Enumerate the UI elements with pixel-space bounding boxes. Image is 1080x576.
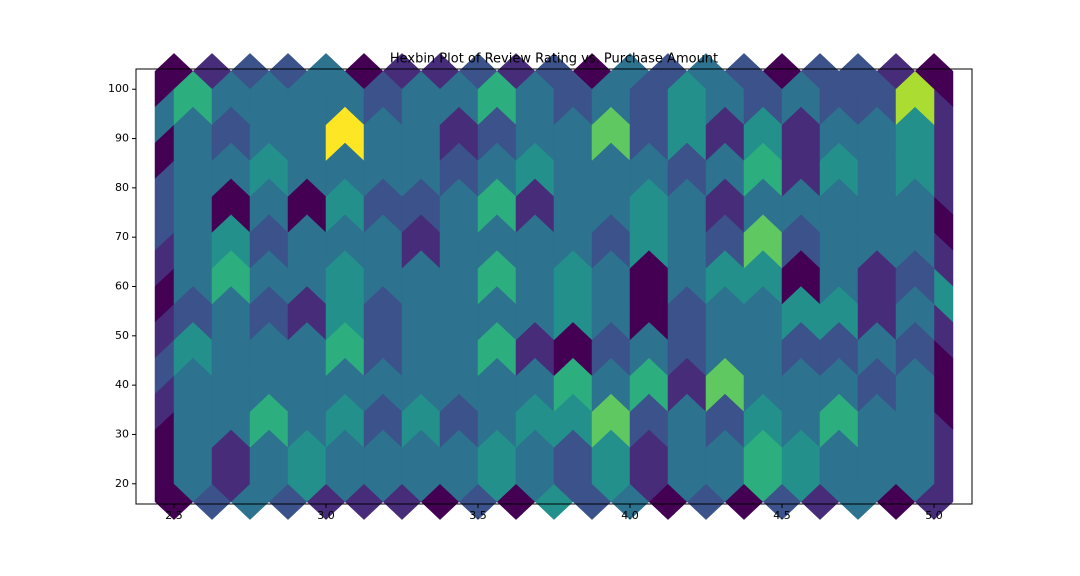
y-tick-label: 30 <box>115 427 129 440</box>
x-tick-label: 5.0 <box>925 509 943 522</box>
hex-cell <box>895 429 935 503</box>
y-tick-label: 20 <box>115 477 129 490</box>
y-tick-label: 80 <box>115 181 129 194</box>
chart-title: Hexbin Plot of Review Rating vs. Purchas… <box>390 52 718 67</box>
y-tick-label: 90 <box>115 132 129 145</box>
y-tick-label: 50 <box>115 329 129 342</box>
x-tick-label: 3.0 <box>317 509 335 522</box>
y-tick-label: 70 <box>115 230 129 243</box>
x-tick-label: 4.5 <box>773 509 791 522</box>
x-tick-label: 2.5 <box>165 509 183 522</box>
y-tick-label: 40 <box>115 378 129 391</box>
x-tick-label: 3.5 <box>469 509 487 522</box>
y-tick-label: 100 <box>108 82 129 95</box>
hex-layer <box>154 53 954 520</box>
y-tick-label: 60 <box>115 280 129 293</box>
x-tick-label: 4.0 <box>621 509 639 522</box>
